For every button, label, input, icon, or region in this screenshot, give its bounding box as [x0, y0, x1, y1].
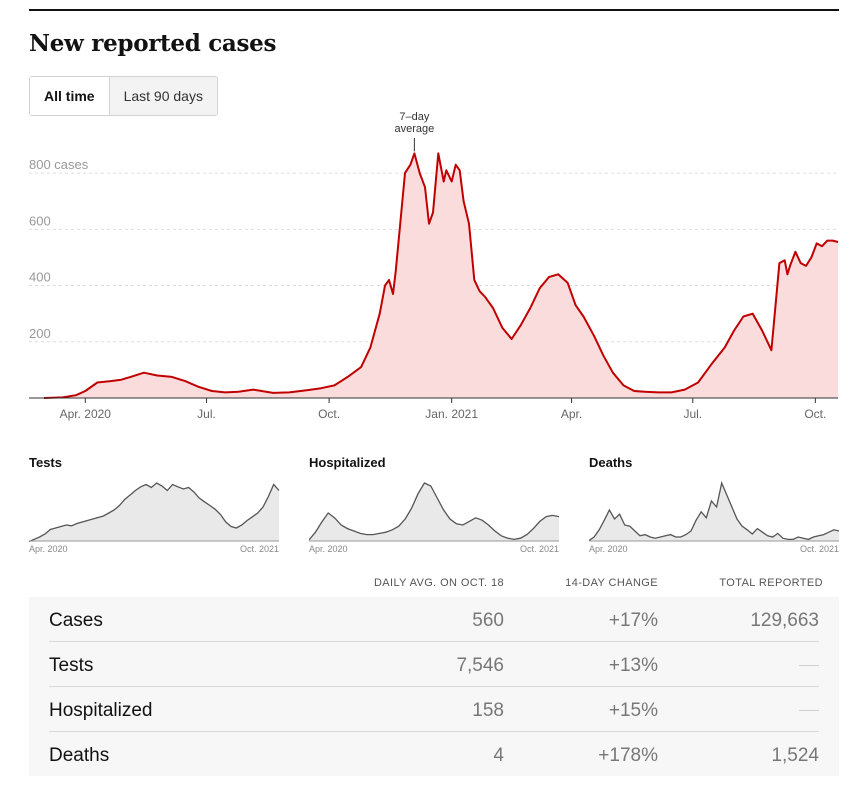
sparkline-end-label: Oct. 2021 — [240, 544, 279, 554]
row-14-day-change: +17% — [608, 610, 658, 631]
sparkline-end-label: Oct. 2021 — [800, 544, 839, 554]
row-total-unavailable — [799, 700, 819, 722]
table-row-tests: Tests 7,546 +13% — [49, 642, 819, 687]
row-total: 1,524 — [771, 745, 819, 766]
row-14-day-change: +178% — [598, 745, 658, 766]
x-tick-label: Jul. — [683, 407, 702, 421]
seven-day-average-line — [43, 152, 839, 399]
x-tick-label: Apr. — [561, 407, 582, 421]
sparkline-fill — [309, 483, 559, 541]
row-total-unavailable — [799, 655, 819, 677]
row-name: Cases — [49, 610, 103, 631]
y-tick-label: 600 — [29, 213, 51, 228]
sparkline-start-label: Apr. 2020 — [29, 544, 68, 554]
row-14-day-change: +13% — [608, 655, 658, 676]
row-daily-avg: 4 — [493, 745, 504, 766]
small-chart-title: Tests — [29, 455, 62, 470]
header-daily-avg: DAILY AVG. ON OCT. 18 — [373, 577, 504, 589]
row-daily-avg: 158 — [472, 700, 504, 721]
table-row-deaths: Deaths 4 +178% 1,524 — [49, 732, 819, 776]
y-tick-label: 800 cases — [29, 157, 89, 172]
header-total-reported: TOTAL REPORTED — [719, 577, 823, 589]
page-title: New reported cases — [29, 30, 277, 57]
small-chart-title: Deaths — [589, 455, 633, 470]
top-rule — [29, 9, 839, 11]
x-tick-label: Jan. 2021 — [425, 407, 478, 421]
tab-all-time[interactable]: All time — [30, 77, 110, 115]
row-name: Tests — [49, 655, 94, 676]
row-total: 129,663 — [750, 610, 819, 631]
hospitalized-sparkline: Apr. 2020 Oct. 2021 — [309, 482, 560, 554]
cases-chart: 200 400 600 800 cases Apr. 2020 Jul. Oct. Jan. … — [29, 111, 839, 421]
row-name: Deaths — [49, 745, 110, 766]
table-row-cases: Cases 560 +17% 129,663 — [49, 597, 819, 642]
sparkline-end-label: Oct. 2021 — [520, 544, 559, 554]
sparkline-start-label: Apr. 2020 — [589, 544, 628, 554]
sparkline-line — [589, 480, 840, 542]
time-range-toggle: All time Last 90 days — [29, 76, 218, 116]
y-tick-label: 400 — [29, 270, 51, 285]
row-14-day-change: +15% — [608, 700, 658, 721]
table-body: Cases 560 +17% 129,663 Tests 7,546 +13% … — [29, 597, 839, 776]
sparkline-start-label: Apr. 2020 — [309, 544, 348, 554]
sparkline-fill — [589, 483, 839, 541]
deaths-sparkline: Apr. 2020 Oct. 2021 — [589, 480, 840, 554]
sparkline-line — [309, 482, 560, 541]
table-row-hospitalized: Hospitalized 158 +15% — [49, 687, 819, 732]
row-daily-avg: 560 — [472, 610, 504, 631]
sparkline-line — [29, 482, 280, 543]
summary-table: DAILY AVG. ON OCT. 18 14-DAY CHANGE TOTA… — [29, 575, 839, 776]
y-tick-label: 200 — [29, 326, 51, 341]
x-tick-label: Apr. 2020 — [60, 407, 112, 421]
table-header: DAILY AVG. ON OCT. 18 14-DAY CHANGE TOTA… — [29, 575, 839, 597]
header-14-day-change: 14-DAY CHANGE — [565, 577, 658, 589]
tests-sparkline: Apr. 2020 Oct. 2021 — [29, 482, 280, 554]
x-tick-label: Oct. — [318, 407, 340, 421]
tab-last-90-days[interactable]: Last 90 days — [109, 77, 217, 115]
annotation-label: 7–day average — [394, 111, 434, 135]
area-fill — [44, 153, 838, 398]
row-name: Hospitalized — [49, 700, 153, 721]
x-tick-label: Oct. — [804, 407, 826, 421]
x-tick-label: Jul. — [197, 407, 216, 421]
sparkline-fill — [29, 483, 279, 542]
small-chart-title: Hospitalized — [309, 455, 386, 470]
row-daily-avg: 7,546 — [456, 655, 504, 676]
